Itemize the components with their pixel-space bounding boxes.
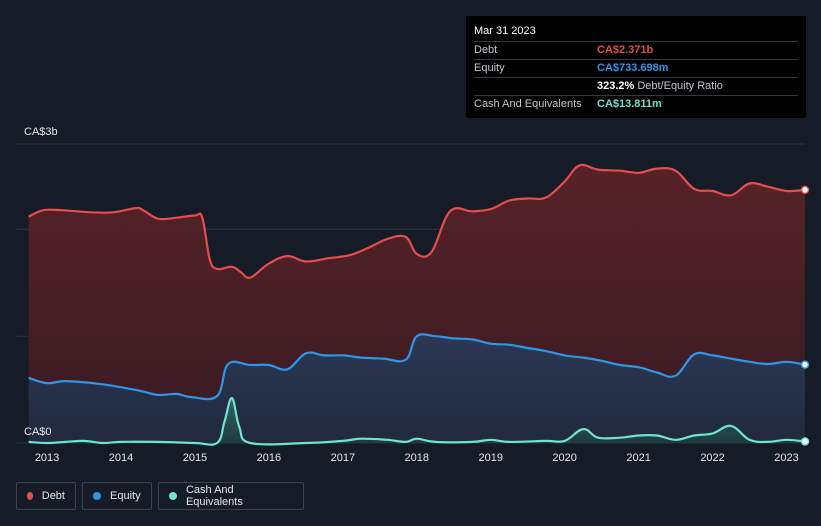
x-tick-label-2019: 2019	[478, 452, 502, 464]
equity-end-marker	[800, 360, 810, 369]
debt-end-marker	[800, 185, 810, 195]
tooltip-debt-value: CA$2.371b	[597, 44, 654, 56]
y-axis-labels: CA$3b CA$0	[24, 126, 58, 438]
x-tick-label-2018: 2018	[405, 452, 429, 464]
tooltip-equity-value: CA$733.698m	[597, 62, 669, 74]
tooltip-cash-value: CA$13.811m	[597, 98, 662, 110]
x-tick-label-2016: 2016	[257, 452, 281, 464]
legend-debt-label: Debt	[41, 490, 65, 502]
x-tick-label-2022: 2022	[700, 452, 724, 464]
legend-equity-label: Equity	[110, 490, 141, 502]
tooltip-cash-label: Cash And Equivalents	[474, 98, 582, 110]
cash-line	[28, 396, 806, 446]
y-tick-label-1: CA$0	[24, 426, 52, 438]
x-tick-label-2015: 2015	[183, 452, 207, 464]
series-areas	[28, 164, 806, 445]
tooltip-date: Mar 31 2023	[474, 25, 536, 37]
equity-area	[28, 334, 806, 443]
debt-dot-icon	[27, 492, 33, 500]
x-tick-label-2020: 2020	[552, 452, 576, 464]
tooltip-panel: Mar 31 2023 Debt CA$2.371b Equity CA$733…	[466, 16, 806, 118]
tooltip-debt-label: Debt	[474, 44, 498, 56]
legend-item-cash[interactable]: Cash And Equivalents	[158, 482, 304, 510]
end-markers	[800, 185, 810, 446]
tooltip-row-debt: Debt CA$2.371b	[474, 41, 798, 59]
x-tick-label-2017: 2017	[331, 452, 355, 464]
tooltip-ratio-value: 323.2%	[597, 80, 635, 92]
cash-end-marker	[800, 437, 810, 446]
tooltip-row-cash: Cash And Equivalents CA$13.811m	[474, 95, 798, 113]
tooltip-row-equity: Equity CA$733.698m	[474, 59, 798, 77]
x-axis-labels: 2013 2014 2015 2016 2017 2018 2019 2020 2021 2022…	[35, 452, 799, 464]
legend-item-equity[interactable]: Equity	[82, 482, 152, 510]
tooltip-equity-label: Equity	[474, 62, 505, 74]
x-tick-label-2023: 2023	[774, 452, 798, 464]
debt-line	[28, 163, 806, 279]
equity-dot-icon	[93, 492, 101, 500]
tooltip-ratio-suffix: Debt/Equity Ratio	[637, 80, 723, 92]
legend-cash-label: Cash And Equivalents	[185, 484, 243, 508]
equity-line	[28, 333, 806, 401]
tooltip-ratio-label	[474, 78, 597, 95]
legend-item-debt[interactable]: Debt	[16, 482, 76, 510]
cash-dot-icon	[169, 492, 177, 500]
tooltip-row-ratio: 323.2% Debt/Equity Ratio	[474, 77, 798, 95]
x-tick-label-2014: 2014	[109, 452, 133, 464]
y-tick-label-0: CA$3b	[24, 126, 58, 138]
series-lines	[28, 163, 806, 446]
x-tick-label-2013: 2013	[35, 452, 59, 464]
x-tick-label-2021: 2021	[626, 452, 650, 464]
